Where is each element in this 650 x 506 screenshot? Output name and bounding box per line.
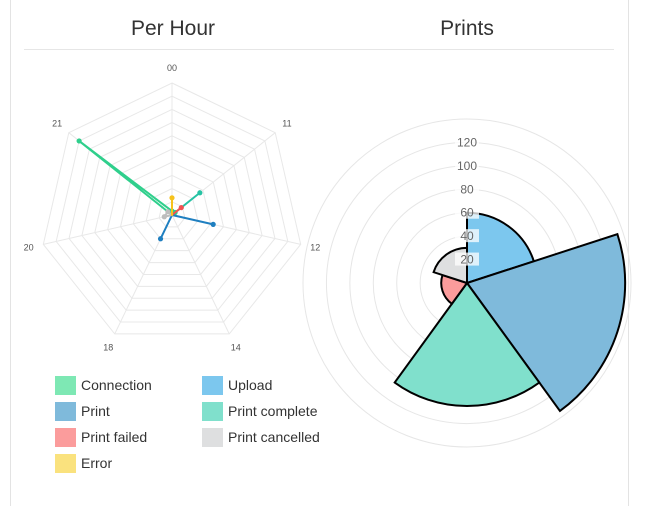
prints-polar-area-chart: 20 40 60 80 100 120 [302,118,632,448]
radar-series-connection [78,139,177,216]
title-divider [24,49,614,50]
radar-grid-ring [55,95,289,323]
radar-grid-ring [81,122,263,299]
legend-item-print-failed[interactable]: Print failed [55,427,147,447]
radar-label-11: 11 [282,118,291,128]
legend-label-error: Error [81,455,113,471]
radar-grid-ring [94,135,250,287]
polar-slice-print[interactable] [465,232,627,413]
radar-label-00: 00 [167,63,177,73]
legend-label-upload: Upload [228,377,273,393]
polar-tick-100: 100 [457,159,477,173]
legend-item-print-cancelled[interactable]: Print cancelled [202,427,320,447]
radar-point-print-failed-11[interactable] [178,204,184,211]
radar-point-connection-21[interactable] [76,138,82,144]
radar-point-print-12[interactable] [210,221,216,227]
per-hour-radar-chart: 00 11 12 14 18 20 21 [24,63,321,352]
radar-spoke [43,214,173,245]
polar-tick-backdrop [455,205,479,219]
radar-grid-ring [119,161,225,264]
legend-item-print-complete[interactable]: Print complete [202,401,317,421]
radar-point-print-cancelled-21[interactable] [165,209,171,215]
legend-label-connection: Connection [81,377,152,393]
radar-label-14: 14 [231,342,241,352]
legend-swatch-error [55,453,76,473]
polar-tick-20: 20 [460,253,474,267]
radar-grid-ring [145,188,199,240]
polar-slice-print-complete[interactable] [393,281,541,407]
radar-series-print-cancelled [163,210,173,218]
legend-swatch-print-failed [55,427,76,447]
legend-item-print[interactable]: Print [55,401,110,421]
radar-label-21: 21 [52,118,62,128]
polar-tick-backdrop [455,135,479,149]
legend-swatch-upload [202,375,223,395]
legend-swatch-print-cancelled [202,427,223,447]
legend-label-print-failed: Print failed [81,429,148,445]
polar-tick-40: 40 [460,229,474,243]
legend-label-print: Print [81,403,110,419]
polar-tick-120: 120 [457,135,477,149]
radar-grid-ring [107,148,237,275]
radar-label-20: 20 [24,243,34,253]
polar-tick-backdrop [455,158,479,172]
legend-item-error[interactable]: Error [55,453,112,473]
radar-spoke [171,214,230,335]
radar-point-print-18[interactable] [157,236,164,242]
radar-grid-ring [68,108,276,311]
radar-point-print-complete-11[interactable] [197,190,203,196]
radar-grid-ring [42,82,302,335]
polar-tick-backdrop [455,229,479,243]
legend-swatch-connection [55,375,76,395]
polar-tick-60: 60 [460,206,474,220]
radar-label-12: 12 [310,243,320,253]
panel-border-left [10,0,11,506]
legend-item-connection[interactable]: Connection [55,375,152,395]
per-hour-title: Per Hour [130,17,216,40]
legend-label-print-complete: Print complete [228,403,318,419]
polar-tick-80: 80 [460,182,474,196]
radar-point-print-cancelled-20[interactable] [161,214,167,220]
polar-tick-backdrop [455,252,479,266]
prints-title: Prints [440,17,494,40]
legend-label-print-cancelled: Print cancelled [228,429,320,445]
legend-swatch-print-complete [202,401,223,421]
legend-swatch-print [55,401,76,421]
radar-grid-ring [132,174,212,252]
radar-point-error-00[interactable] [169,195,175,201]
radar-label-18: 18 [103,342,113,352]
polar-tick-backdrop [455,182,479,196]
polar-grid-ring [302,118,632,448]
legend-item-upload[interactable]: Upload [202,375,272,395]
